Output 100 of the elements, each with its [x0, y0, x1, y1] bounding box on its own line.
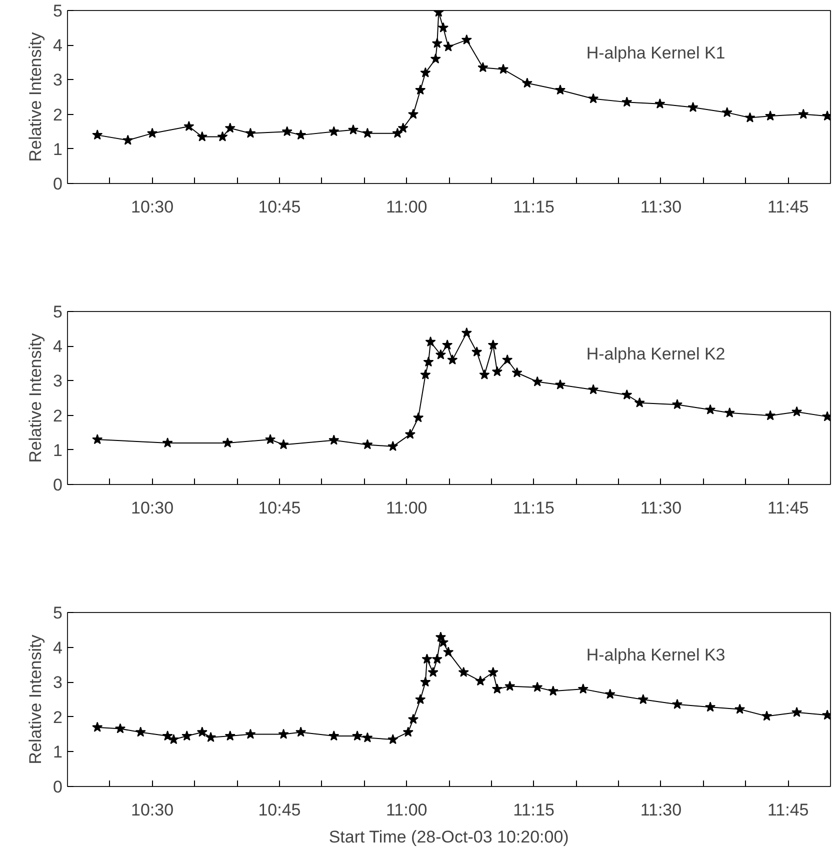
y-axis-title: Relative Intensity — [26, 634, 46, 764]
point — [114, 723, 126, 734]
x-tick-label: 11:00 — [386, 198, 428, 216]
y-axis-title: Relative Intensity — [26, 332, 46, 463]
annotation: H-alpha Kernel K3 — [586, 646, 726, 665]
point — [744, 112, 756, 122]
point — [438, 22, 449, 32]
point — [408, 714, 418, 724]
x-tick-label: 11:45 — [767, 800, 809, 820]
y-tick-label: 1 — [53, 742, 63, 762]
point — [532, 376, 543, 386]
point — [734, 704, 746, 714]
y-tick-label: 5 — [53, 604, 63, 622]
point — [522, 78, 532, 88]
point — [638, 694, 648, 704]
point — [622, 389, 632, 400]
point — [504, 680, 516, 691]
point — [548, 686, 558, 696]
point — [792, 406, 802, 416]
point — [472, 346, 482, 357]
x-tick-label: 11:30 — [640, 498, 682, 518]
point — [498, 64, 509, 74]
point — [196, 726, 208, 737]
point — [420, 369, 431, 380]
point — [798, 108, 809, 119]
point — [654, 98, 666, 108]
point — [724, 407, 735, 418]
y-tick-label: 4 — [53, 337, 63, 356]
x-tick-label: 11:30 — [640, 198, 682, 216]
point — [634, 397, 645, 408]
y-tick-label: 1 — [53, 140, 63, 159]
y-tick-label: 4 — [53, 638, 63, 658]
point — [245, 128, 256, 138]
x-tick-label: 11:15 — [513, 498, 554, 518]
point — [92, 722, 103, 732]
point — [122, 134, 134, 145]
x-tick-label: 11:45 — [767, 498, 809, 518]
point — [328, 434, 340, 445]
point — [328, 730, 340, 741]
point — [478, 62, 488, 72]
point — [432, 38, 442, 48]
x-tick-label: 10:45 — [258, 198, 301, 216]
point — [422, 654, 432, 664]
x-tick-label: 10:45 — [258, 800, 301, 820]
y-tick-label: 2 — [53, 708, 63, 727]
point — [388, 734, 398, 744]
point — [488, 666, 498, 677]
point — [432, 654, 442, 664]
y-tick-label: 5 — [53, 302, 63, 322]
point — [296, 726, 306, 737]
point — [278, 728, 289, 739]
point — [224, 122, 236, 133]
point — [147, 128, 158, 138]
point — [461, 327, 472, 338]
point — [224, 730, 236, 741]
x-tick-label: 11:00 — [386, 498, 428, 518]
annotation: H-alpha Kernel K2 — [586, 344, 726, 364]
point — [420, 676, 431, 687]
point — [447, 354, 458, 364]
y-tick-label: 3 — [53, 673, 63, 692]
point — [443, 41, 454, 52]
point — [162, 437, 173, 448]
point — [196, 131, 208, 142]
x-tick-label: 11:15 — [513, 800, 554, 820]
point — [206, 732, 216, 742]
point — [512, 367, 522, 378]
point — [430, 53, 441, 64]
point — [578, 684, 588, 694]
point — [423, 356, 434, 367]
point — [705, 404, 716, 414]
point — [296, 130, 306, 140]
point — [135, 726, 146, 737]
y-tick-label: 3 — [53, 70, 63, 90]
point — [408, 108, 418, 119]
point — [352, 730, 363, 741]
point — [182, 730, 192, 741]
y-tick-label: 2 — [53, 406, 63, 426]
point — [420, 67, 431, 78]
point — [392, 128, 403, 138]
x-tick-label: 10:30 — [131, 498, 174, 518]
point — [479, 369, 490, 380]
x-tick-label: 10:45 — [258, 498, 301, 518]
point — [458, 666, 469, 677]
point — [217, 131, 228, 142]
y-tick-label: 4 — [53, 36, 63, 56]
point — [622, 96, 632, 107]
point — [328, 126, 340, 136]
point — [362, 128, 373, 138]
point — [672, 399, 682, 410]
point — [672, 698, 682, 709]
point — [92, 130, 103, 140]
point — [688, 102, 698, 112]
point — [413, 412, 424, 422]
x-tick-label: 11:30 — [640, 800, 682, 820]
point — [245, 728, 256, 739]
point — [532, 682, 543, 692]
annotation: H-alpha Kernel K1 — [586, 43, 726, 62]
point — [705, 702, 716, 712]
y-tick-label: 2 — [53, 105, 63, 124]
y-axis-title: Relative Intensity — [26, 32, 46, 162]
